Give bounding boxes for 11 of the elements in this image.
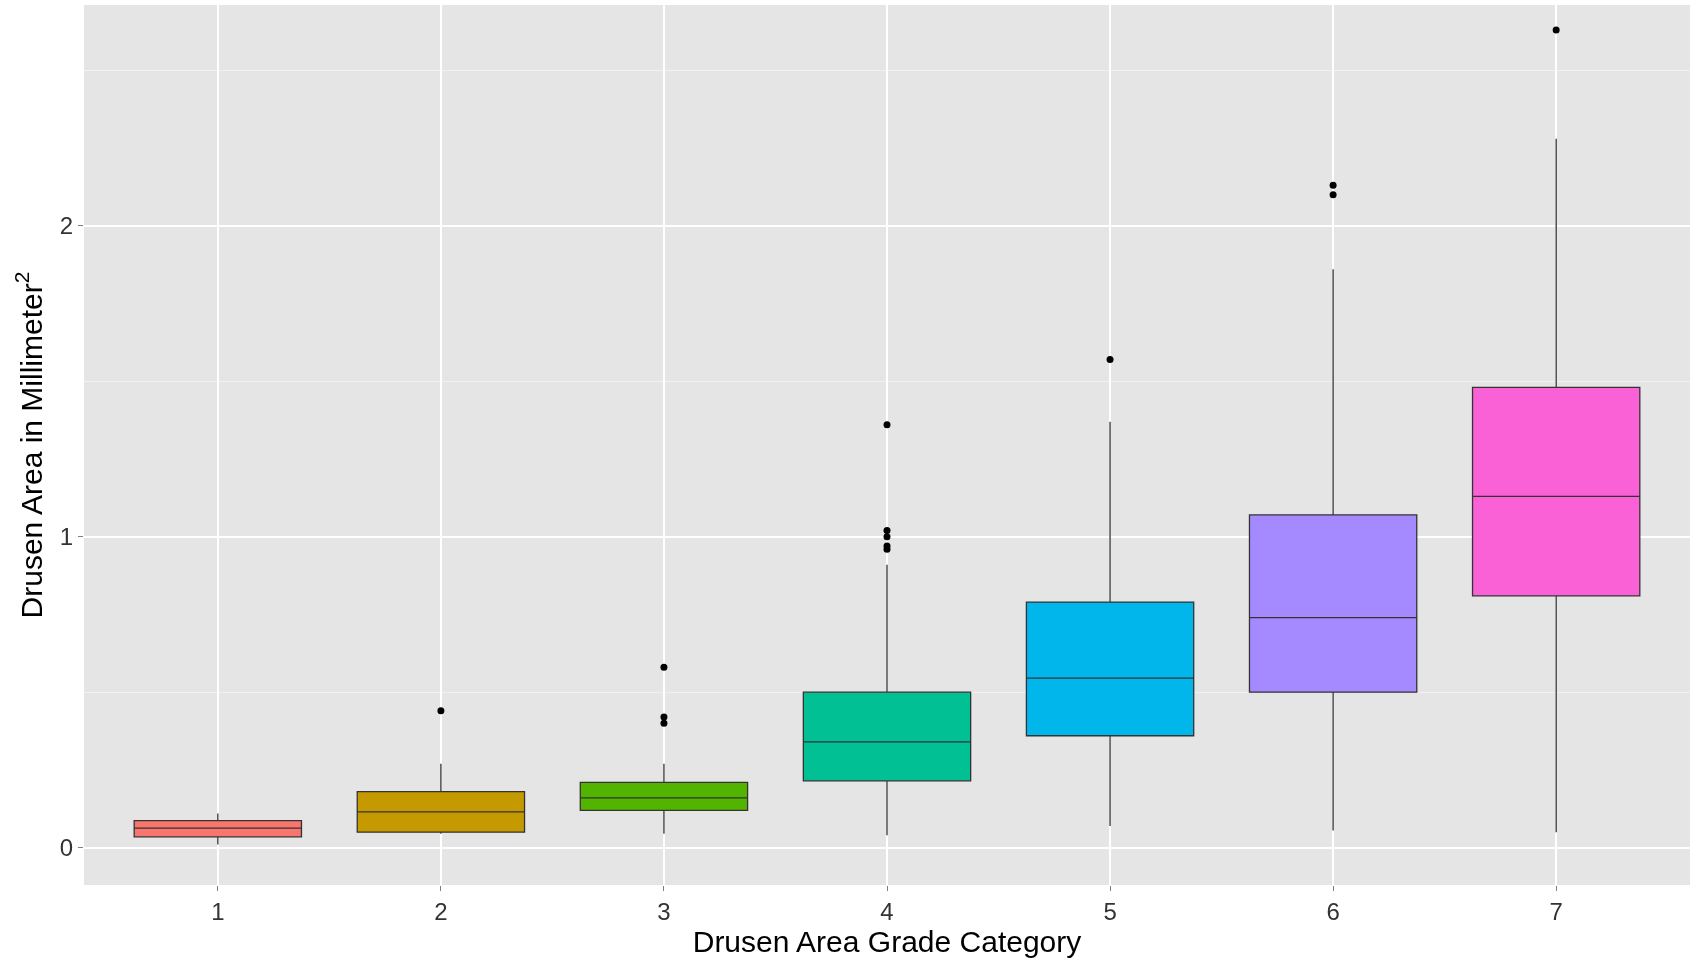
x-tick-label: 1 [211,897,225,925]
x-tick-label: 6 [1326,897,1340,925]
y-tick-label: 0 [59,834,74,862]
x-tick-label: 4 [880,897,894,925]
x-tick-label: 2 [434,897,448,925]
x-tick-label: 5 [1103,897,1117,925]
x-tick-label: 3 [657,897,671,925]
x-axis-title: Drusen Area Grade Category [692,924,1082,958]
x-tick-label: 7 [1549,897,1563,925]
y-tick-label: 2 [59,212,74,240]
y-tick-label: 1 [59,523,74,551]
